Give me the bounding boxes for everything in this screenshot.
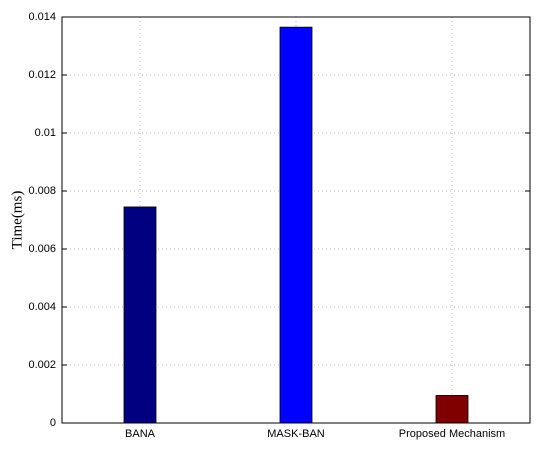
- y-tick-label: 0.002: [28, 359, 56, 371]
- y-tick-label: 0.014: [28, 11, 56, 23]
- y-tick-label: 0: [50, 417, 56, 429]
- bar: [279, 26, 313, 424]
- x-tick-label: MASK-BAN: [267, 428, 325, 440]
- bar: [123, 206, 157, 424]
- bar: [435, 395, 469, 424]
- x-tick-label: BANA: [125, 428, 156, 440]
- y-tick-label: 0.012: [28, 69, 56, 81]
- y-tick-label: 0.008: [28, 185, 56, 197]
- y-tick-label: 0.006: [28, 243, 56, 255]
- x-tick-label: Proposed Mechanism: [399, 428, 505, 440]
- plot-frame: [61, 16, 531, 424]
- y-axis-label: Time(ms): [9, 191, 25, 250]
- y-tick-label: 0.004: [28, 301, 56, 313]
- y-tick-label: 0.01: [35, 127, 56, 139]
